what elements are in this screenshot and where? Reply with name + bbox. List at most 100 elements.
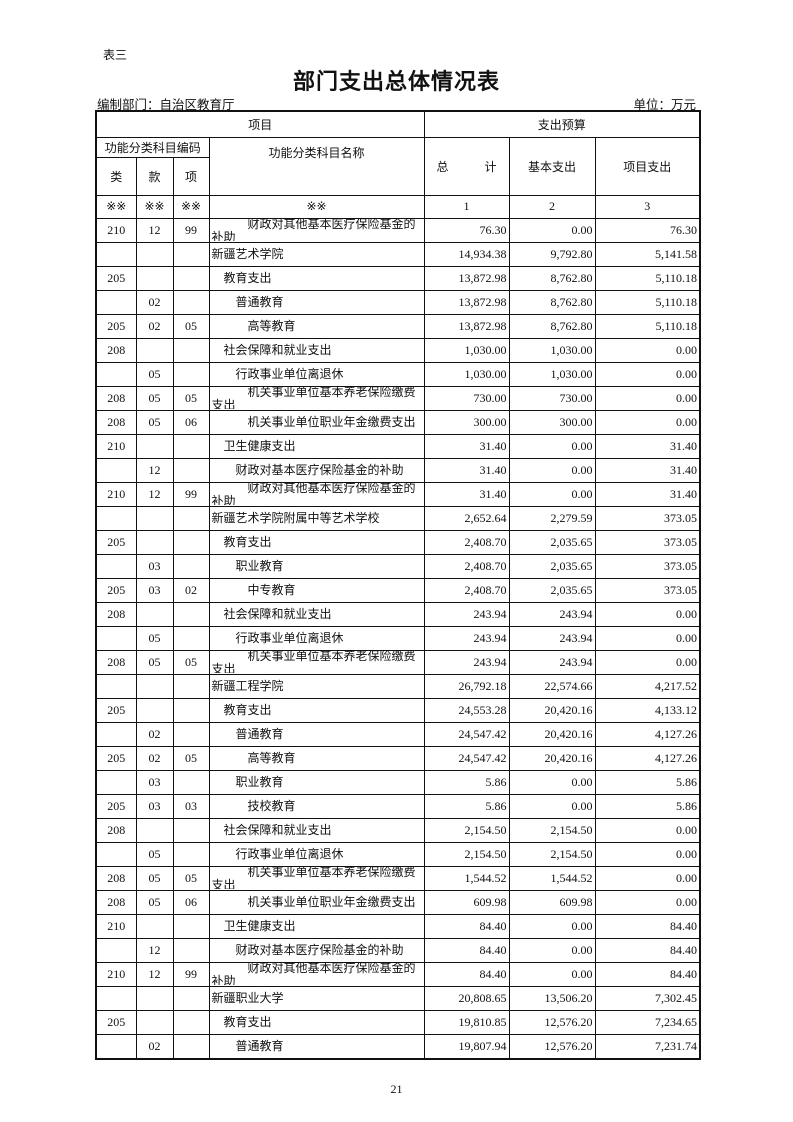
cell-xiang bbox=[172, 673, 210, 699]
table-row: 210 12 99 财政对其他基本医疗保险基金的补助 31.40 0.00 31.40 bbox=[95, 481, 701, 507]
cell-kuan: 03 bbox=[135, 769, 174, 795]
cell-lei: 205 bbox=[95, 745, 137, 771]
cell-total: 26,792.18 bbox=[423, 673, 510, 699]
table-row: 210 卫生健康支出 84.40 0.00 84.40 bbox=[95, 913, 701, 939]
cell-xiang bbox=[172, 1033, 210, 1059]
col-number-2: 2 bbox=[508, 194, 596, 219]
cell-name: 高等教育 bbox=[208, 745, 425, 771]
cell-total: 84.40 bbox=[423, 937, 510, 963]
cell-name-text: 财政对基本医疗保险基金的补助 bbox=[235, 462, 404, 477]
cell-project: 0.00 bbox=[594, 337, 701, 363]
cell-total: 24,553.28 bbox=[423, 697, 510, 723]
cell-total: 243.94 bbox=[423, 649, 510, 675]
cell-name: 财政对基本医疗保险基金的补助 bbox=[208, 457, 425, 483]
cell-name: 机关事业单位职业年金缴费支出 bbox=[208, 409, 425, 435]
cell-lei: 210 bbox=[95, 481, 137, 507]
cell-total: 31.40 bbox=[423, 481, 510, 507]
cell-kuan bbox=[135, 433, 174, 459]
table-number-label: 表三 bbox=[103, 48, 128, 62]
cell-basic: 9,792.80 bbox=[508, 241, 596, 267]
cell-name-text: 社会保障和就业支出 bbox=[223, 342, 332, 357]
cell-basic: 0.00 bbox=[508, 457, 596, 483]
header-total: 总 计 bbox=[423, 136, 510, 196]
cell-basic: 2,035.65 bbox=[508, 553, 596, 579]
cell-name: 行政事业单位离退休 bbox=[208, 361, 425, 387]
table-row: 208 05 06 机关事业单位职业年金缴费支出 300.00 300.00 0.00 bbox=[95, 409, 701, 435]
cell-basic: 2,154.50 bbox=[508, 841, 596, 867]
cell-basic: 0.00 bbox=[508, 433, 596, 459]
header-lei: 类 bbox=[95, 156, 137, 196]
cell-kuan: 02 bbox=[135, 745, 174, 771]
cell-xiang bbox=[172, 265, 210, 291]
cell-name: 机关事业单位职业年金缴费支出 bbox=[208, 889, 425, 915]
cell-xiang bbox=[172, 433, 210, 459]
mark-name: ※※ bbox=[208, 194, 425, 219]
cell-total: 243.94 bbox=[423, 601, 510, 627]
cell-lei bbox=[95, 673, 137, 699]
cell-project: 84.40 bbox=[594, 913, 701, 939]
cell-total: 5.86 bbox=[423, 793, 510, 819]
cell-basic: 20,420.16 bbox=[508, 721, 596, 747]
cell-kuan bbox=[135, 673, 174, 699]
cell-total: 2,408.70 bbox=[423, 553, 510, 579]
cell-name-text: 新疆艺术学院 bbox=[211, 246, 284, 261]
cell-basic: 1,544.52 bbox=[508, 865, 596, 891]
col-number-1: 1 bbox=[423, 194, 510, 219]
header-code-group: 功能分类科目编码 bbox=[95, 136, 210, 158]
cell-total: 76.30 bbox=[423, 217, 510, 243]
cell-lei bbox=[95, 361, 137, 387]
cell-xiang bbox=[172, 937, 210, 963]
cell-project: 0.00 bbox=[594, 385, 701, 411]
cell-xiang bbox=[172, 1009, 210, 1035]
cell-project: 373.05 bbox=[594, 529, 701, 555]
cell-kuan: 05 bbox=[135, 385, 174, 411]
cell-lei: 205 bbox=[95, 313, 137, 339]
cell-total: 84.40 bbox=[423, 913, 510, 939]
cell-lei bbox=[95, 841, 137, 867]
cell-basic: 0.00 bbox=[508, 913, 596, 939]
cell-xiang: 03 bbox=[172, 793, 210, 819]
cell-project: 4,127.26 bbox=[594, 721, 701, 747]
cell-name-text: 财政对基本医疗保险基金的补助 bbox=[235, 942, 404, 957]
cell-name-text: 机关事业单位基本养老保险缴费支出 bbox=[211, 386, 416, 409]
cell-basic: 0.00 bbox=[508, 217, 596, 243]
cell-project: 5,110.18 bbox=[594, 289, 701, 315]
cell-name-text: 普通教育 bbox=[235, 726, 284, 741]
cell-kuan: 12 bbox=[135, 937, 174, 963]
cell-kuan: 03 bbox=[135, 553, 174, 579]
cell-xiang bbox=[172, 913, 210, 939]
cell-project: 7,231.74 bbox=[594, 1033, 701, 1059]
cell-name-text: 机关事业单位职业年金缴费支出 bbox=[247, 414, 416, 429]
cell-name-text: 机关事业单位基本养老保险缴费支出 bbox=[211, 866, 416, 889]
cell-project: 4,133.12 bbox=[594, 697, 701, 723]
cell-total: 730.00 bbox=[423, 385, 510, 411]
mark-lei: ※※ bbox=[95, 194, 137, 219]
cell-total: 84.40 bbox=[423, 961, 510, 987]
table-row: 205 教育支出 13,872.98 8,762.80 5,110.18 bbox=[95, 265, 701, 291]
table-row: 205 教育支出 19,810.85 12,576.20 7,234.65 bbox=[95, 1009, 701, 1035]
cell-lei bbox=[95, 505, 137, 531]
cell-name: 机关事业单位基本养老保险缴费支出 bbox=[208, 865, 425, 891]
cell-name-text: 教育支出 bbox=[223, 702, 272, 717]
cell-project: 0.00 bbox=[594, 817, 701, 843]
cell-kuan: 05 bbox=[135, 649, 174, 675]
cell-total: 300.00 bbox=[423, 409, 510, 435]
table-row: 02 普通教育 24,547.42 20,420.16 4,127.26 bbox=[95, 721, 701, 747]
cell-basic: 0.00 bbox=[508, 769, 596, 795]
cell-name: 普通教育 bbox=[208, 289, 425, 315]
expenditure-table: 项目 支出预算 功能分类科目编码 功能分类科目名称 总 计 基本支出 项目支出 … bbox=[95, 110, 702, 1060]
cell-total: 13,872.98 bbox=[423, 265, 510, 291]
cell-kuan bbox=[135, 265, 174, 291]
cell-name: 卫生健康支出 bbox=[208, 433, 425, 459]
cell-kuan: 05 bbox=[135, 361, 174, 387]
table-row: 208 05 06 机关事业单位职业年金缴费支出 609.98 609.98 0.00 bbox=[95, 889, 701, 915]
cell-basic: 2,279.59 bbox=[508, 505, 596, 531]
table-row: 02 普通教育 13,872.98 8,762.80 5,110.18 bbox=[95, 289, 701, 315]
table-row: 05 行政事业单位离退休 1,030.00 1,030.00 0.00 bbox=[95, 361, 701, 387]
table-row: 新疆职业大学 20,808.65 13,506.20 7,302.45 bbox=[95, 985, 701, 1011]
cell-kuan: 02 bbox=[135, 289, 174, 315]
cell-project: 0.00 bbox=[594, 409, 701, 435]
cell-project: 0.00 bbox=[594, 889, 701, 915]
cell-name: 职业教育 bbox=[208, 553, 425, 579]
cell-xiang bbox=[172, 769, 210, 795]
